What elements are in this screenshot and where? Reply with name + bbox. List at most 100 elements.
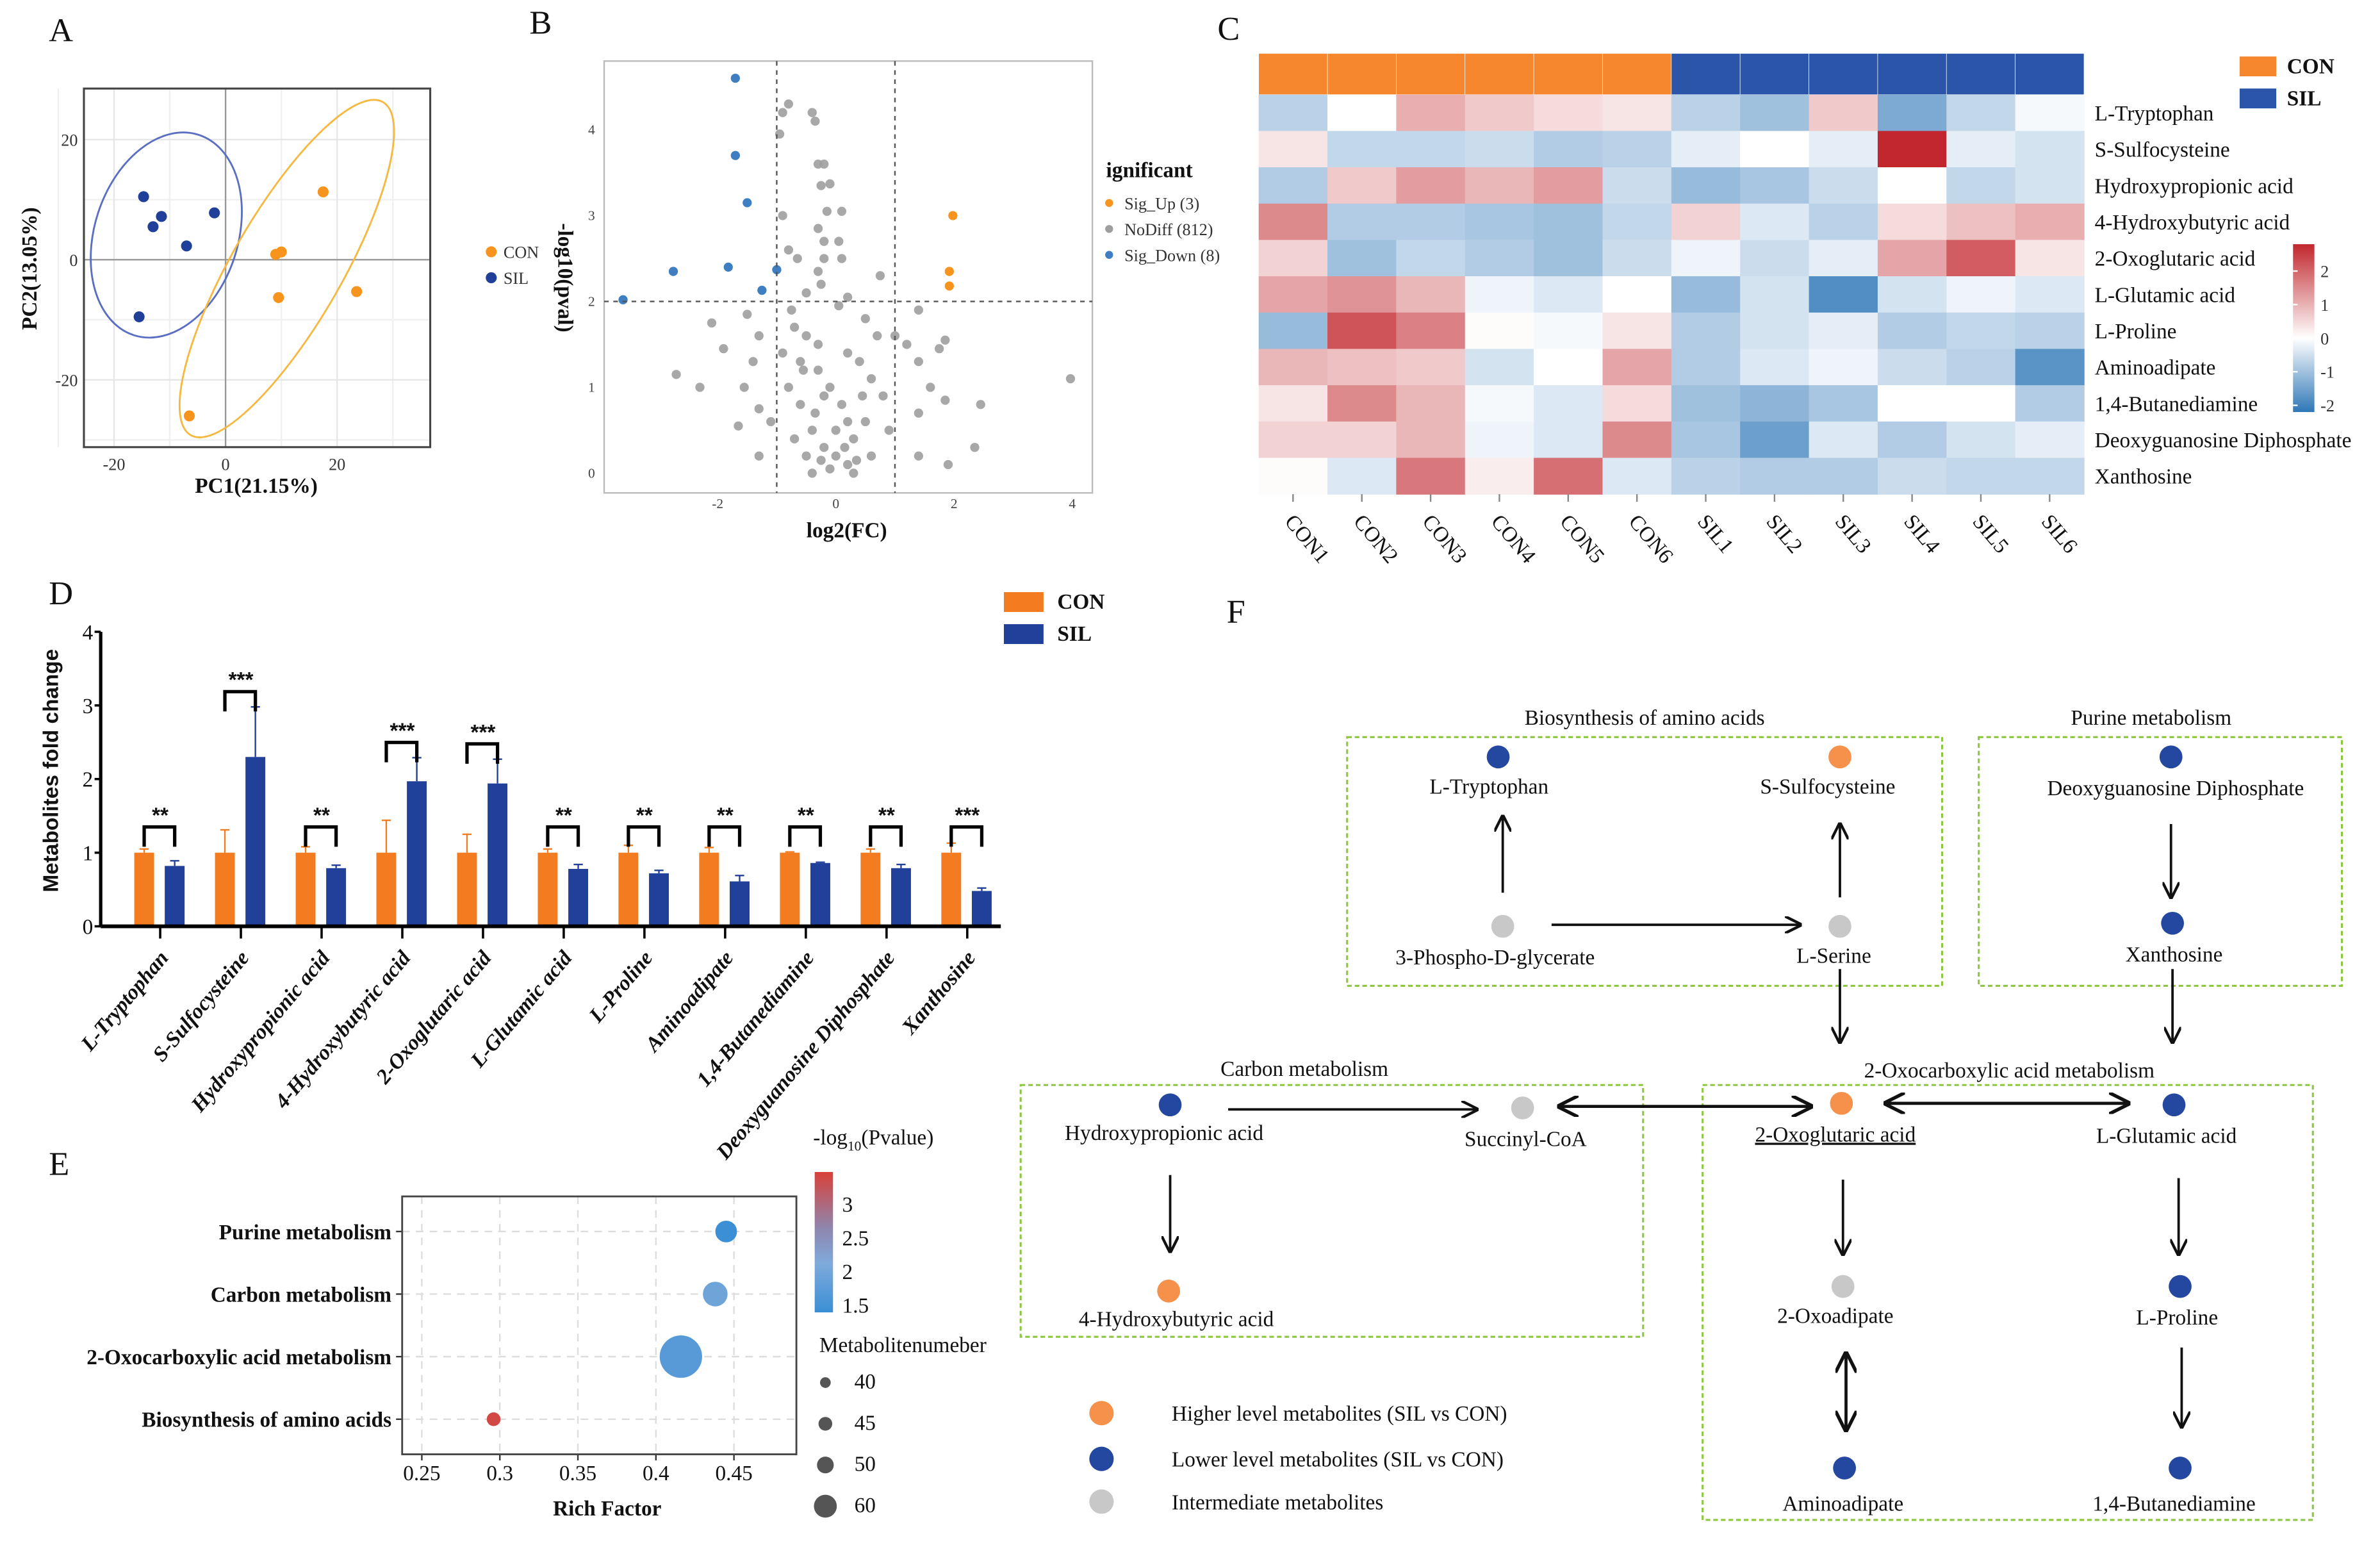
volcano-point xyxy=(784,245,794,255)
volcano-point xyxy=(866,374,876,384)
volcano-point xyxy=(772,265,782,275)
panel-label-a: A xyxy=(49,12,73,49)
heatmap-cell xyxy=(1396,203,1466,241)
x-axis-label: PC1(21.15%) xyxy=(195,474,318,498)
heatmap-cell xyxy=(1946,240,2016,277)
metabolite-dot-lower xyxy=(1486,745,1510,769)
heatmap-cell xyxy=(1465,94,1534,132)
x-axis-label: Rich Factor xyxy=(553,1497,662,1521)
significance-stars: ** xyxy=(798,804,814,827)
enrichment-bubble xyxy=(486,1412,501,1426)
heatmap-cell xyxy=(1258,94,1328,132)
volcano-point xyxy=(807,425,817,435)
heatmap-cell xyxy=(2015,385,2085,422)
metabolite-dot-intermediate xyxy=(1831,1275,1855,1298)
heatmap-cell xyxy=(1602,94,1672,132)
y-axis-label: PC2(13.05%) xyxy=(18,207,42,330)
volcano-point xyxy=(940,395,950,405)
row-label: L-Tryptophan xyxy=(2095,102,2214,126)
heatmap-cell xyxy=(1946,312,2016,350)
color-legend-title-part: -log xyxy=(813,1126,848,1150)
plot-border xyxy=(603,60,1094,494)
point-con xyxy=(273,292,284,303)
significance-bracket xyxy=(304,825,338,847)
volcano-point xyxy=(914,357,923,367)
heatmap-cell xyxy=(1396,458,1466,495)
heatmap-cell xyxy=(1809,167,1878,204)
heatmap-cell xyxy=(1602,312,1672,350)
heatmap-cell xyxy=(1258,385,1328,422)
significance-stars: ** xyxy=(152,804,168,827)
colorbar-tick-label: 1 xyxy=(2320,296,2329,315)
row-label: 1,4-Butanediamine xyxy=(2095,392,2258,416)
y-tick-label: 0 xyxy=(83,915,94,939)
group-annotation-cell xyxy=(1946,53,2016,95)
bar-sil xyxy=(890,868,911,927)
heatmap-cell xyxy=(2015,421,2085,459)
volcano-point xyxy=(816,456,826,465)
metabolite-dot-lower xyxy=(1158,1093,1182,1117)
volcano-point xyxy=(873,331,882,341)
volcano-point xyxy=(842,292,853,302)
point-sil xyxy=(133,311,145,322)
pathway-label: 2-Oxocarboxylic acid metabolism xyxy=(86,1346,391,1369)
pathway-diagram: Biosynthesis of amino acids Purine metabo… xyxy=(1019,706,2343,1521)
volcano-point xyxy=(834,236,844,246)
y-tick-label: 20 xyxy=(61,131,78,149)
metabolite-label: S-Sulfocysteine xyxy=(1760,775,1895,798)
y-axis-label: -log10(pval) xyxy=(554,223,577,332)
metabolite-label: Aminoadipate xyxy=(1782,1492,1903,1516)
bar-sil xyxy=(810,863,830,927)
heatmap-cell xyxy=(1534,203,1604,241)
row-label: 4-Hydroxybutyric acid xyxy=(2095,211,2290,235)
heatmap-cell xyxy=(1740,349,1810,386)
colorbar-tick-label: 3 xyxy=(842,1193,853,1217)
enrichment-bubble-plot: 0.25 0.3 0.35 0.4 0.45 Purine metabolism Carbo… xyxy=(86,1126,987,1521)
bar-con xyxy=(538,852,558,927)
significance-bracket xyxy=(869,825,903,847)
heatmap-cell xyxy=(1671,131,1741,168)
heatmap-cell xyxy=(1602,421,1672,459)
heatmap-cell xyxy=(1671,203,1741,241)
x-tick-label: 2 xyxy=(951,496,958,511)
heatmap-cell xyxy=(1258,312,1328,350)
volcano-point xyxy=(618,295,628,304)
category-label: Hydroxypropionic acid xyxy=(186,946,336,1117)
volcano-point xyxy=(730,73,740,83)
volcano-point xyxy=(944,281,954,291)
category-label: 4-Hydroxybutyric acid xyxy=(270,946,416,1114)
colorbar xyxy=(2293,244,2315,413)
heatmap-cell xyxy=(1946,203,2016,241)
significance-bracket xyxy=(788,825,823,847)
heatmap-cell xyxy=(1740,276,1810,313)
volcano-point xyxy=(842,348,853,358)
x-tick-label: 0.3 xyxy=(486,1462,513,1485)
metabolite-label: Hydroxypropionic acid xyxy=(1065,1121,1263,1145)
significance-bracket xyxy=(546,825,580,847)
significance-stars: ** xyxy=(313,804,330,827)
heatmap-cell xyxy=(1809,94,1878,132)
heatmap-cell xyxy=(1809,421,1878,459)
bar-sil xyxy=(407,781,427,927)
volcano-point xyxy=(849,434,858,443)
metabolite-dot-lower xyxy=(2169,1457,2192,1480)
heatmap-cell xyxy=(1465,349,1534,386)
volcano-point xyxy=(944,267,954,276)
volcano-point xyxy=(807,108,817,117)
volcano-point xyxy=(813,159,823,169)
significance-stars: *** xyxy=(229,668,254,692)
metabolite-dot-lower xyxy=(2161,911,2184,935)
colorbar-tick-label: 0 xyxy=(2320,329,2329,348)
x-tick-label: 0 xyxy=(832,496,839,511)
heatmap-cell xyxy=(1877,312,1947,350)
bar-con xyxy=(618,852,639,927)
point-con xyxy=(351,286,363,297)
heatmap-cell xyxy=(1877,349,1947,386)
volcano-point xyxy=(884,425,894,435)
row-label: L-Glutamic acid xyxy=(2095,283,2236,307)
bar-con xyxy=(376,852,397,927)
heatmap-cell xyxy=(1809,312,1878,350)
heatmap-cell xyxy=(1327,240,1397,277)
heatmap-cell xyxy=(1327,349,1397,386)
legend-label: CON xyxy=(1057,590,1104,614)
